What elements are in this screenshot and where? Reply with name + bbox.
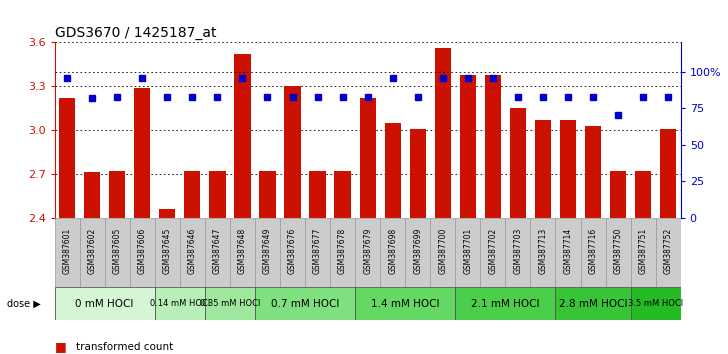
Bar <box>535 120 551 218</box>
Text: 0.7 mM HOCl: 0.7 mM HOCl <box>271 298 339 309</box>
Text: GSM387648: GSM387648 <box>238 228 247 274</box>
Bar <box>130 218 155 287</box>
Text: GSM387699: GSM387699 <box>414 228 422 274</box>
Bar <box>234 54 250 218</box>
Text: GSM387602: GSM387602 <box>87 228 97 274</box>
Text: GSM387605: GSM387605 <box>113 228 122 274</box>
Bar <box>155 287 205 320</box>
Bar <box>230 218 255 287</box>
Bar <box>405 218 430 287</box>
Bar <box>259 171 276 218</box>
Text: GSM387678: GSM387678 <box>338 228 347 274</box>
Bar <box>205 218 230 287</box>
Bar <box>635 171 652 218</box>
Bar <box>455 287 555 320</box>
Text: GSM387703: GSM387703 <box>513 228 523 274</box>
Text: GDS3670 / 1425187_at: GDS3670 / 1425187_at <box>55 26 216 40</box>
Text: GSM387750: GSM387750 <box>614 228 622 274</box>
Bar <box>555 218 580 287</box>
Bar <box>459 75 476 218</box>
Bar <box>255 218 280 287</box>
Text: GSM387676: GSM387676 <box>288 228 297 274</box>
Text: GSM387698: GSM387698 <box>388 228 397 274</box>
Text: GSM387647: GSM387647 <box>213 228 222 274</box>
Bar <box>435 48 451 218</box>
Text: GSM387700: GSM387700 <box>438 228 447 274</box>
Text: GSM387752: GSM387752 <box>664 228 673 274</box>
Bar <box>355 218 380 287</box>
Bar <box>209 171 226 218</box>
Text: GSM387714: GSM387714 <box>563 228 572 274</box>
Text: GSM387702: GSM387702 <box>488 228 497 274</box>
Text: 0.14 mM HOCl: 0.14 mM HOCl <box>150 299 210 308</box>
Text: ■: ■ <box>55 341 66 353</box>
Bar <box>510 108 526 218</box>
Bar <box>305 218 330 287</box>
Bar <box>480 218 505 287</box>
Bar <box>531 218 555 287</box>
Bar <box>280 218 305 287</box>
Text: 0.35 mM HOCl: 0.35 mM HOCl <box>199 299 260 308</box>
Text: GSM387701: GSM387701 <box>463 228 472 274</box>
Text: transformed count: transformed count <box>76 342 174 352</box>
Text: GSM387716: GSM387716 <box>588 228 598 274</box>
Text: GSM387751: GSM387751 <box>638 228 648 274</box>
Text: GSM387677: GSM387677 <box>313 228 322 274</box>
Text: 2.8 mM HOCl: 2.8 mM HOCl <box>559 298 628 309</box>
Bar <box>560 120 576 218</box>
Text: 3.5 mM HOCl: 3.5 mM HOCl <box>628 299 683 308</box>
Text: GSM387645: GSM387645 <box>163 228 172 274</box>
Bar <box>660 129 676 218</box>
Bar <box>334 171 351 218</box>
Bar <box>430 218 455 287</box>
Bar <box>580 218 606 287</box>
Bar <box>134 88 151 218</box>
Text: dose ▶: dose ▶ <box>7 298 41 309</box>
Bar <box>255 287 355 320</box>
Bar <box>485 75 501 218</box>
Bar <box>205 287 255 320</box>
Bar <box>155 218 180 287</box>
Bar <box>309 171 325 218</box>
Text: GSM387606: GSM387606 <box>138 228 147 274</box>
Text: 2.1 mM HOCl: 2.1 mM HOCl <box>471 298 539 309</box>
Text: 1.4 mM HOCl: 1.4 mM HOCl <box>371 298 440 309</box>
Bar <box>285 86 301 218</box>
Bar <box>606 218 630 287</box>
Bar <box>610 171 626 218</box>
Bar <box>656 218 681 287</box>
Bar <box>630 218 656 287</box>
Bar <box>505 218 531 287</box>
Bar <box>380 218 405 287</box>
Bar <box>79 218 105 287</box>
Text: GSM387601: GSM387601 <box>63 228 71 274</box>
Bar <box>180 218 205 287</box>
Bar <box>355 287 455 320</box>
Bar <box>555 287 630 320</box>
Text: GSM387649: GSM387649 <box>263 228 272 274</box>
Bar <box>55 287 155 320</box>
Bar <box>585 126 601 218</box>
Bar <box>630 287 681 320</box>
Bar <box>330 218 355 287</box>
Bar <box>55 218 79 287</box>
Bar <box>455 218 480 287</box>
Bar <box>384 123 401 218</box>
Bar <box>410 129 426 218</box>
Bar <box>59 98 75 218</box>
Bar <box>84 172 100 218</box>
Text: GSM387679: GSM387679 <box>363 228 372 274</box>
Text: GSM387646: GSM387646 <box>188 228 197 274</box>
Bar <box>360 98 376 218</box>
Bar <box>159 209 175 218</box>
Text: GSM387713: GSM387713 <box>539 228 547 274</box>
Bar <box>184 171 200 218</box>
Bar <box>109 171 125 218</box>
Bar <box>105 218 130 287</box>
Text: 0 mM HOCl: 0 mM HOCl <box>76 298 134 309</box>
